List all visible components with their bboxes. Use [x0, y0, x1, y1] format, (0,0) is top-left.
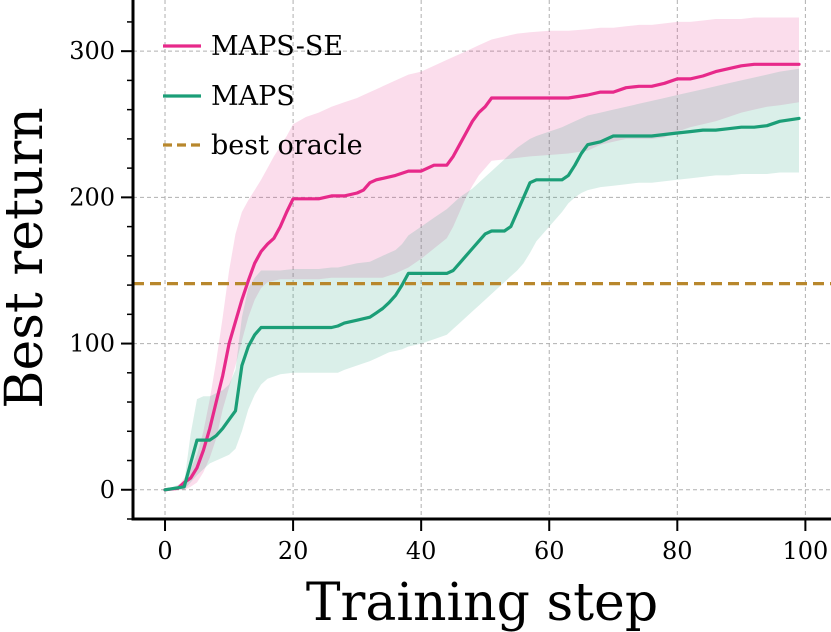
legend-label-best-oracle: best oracle	[211, 130, 363, 161]
x-tick-label-60: 60	[534, 537, 565, 565]
x-tick-label-80: 80	[662, 537, 693, 565]
legend-label-maps-se: MAPS-SE	[211, 31, 343, 62]
x-tick-label-0: 0	[157, 537, 172, 565]
x-tick-label-100: 100	[782, 537, 828, 565]
y-tick-label-100: 100	[69, 330, 115, 358]
axes	[131, 0, 831, 521]
legend: MAPS-SE MAPS best oracle	[163, 31, 363, 161]
series-lines	[133, 62, 831, 492]
grid-layer	[133, 0, 831, 519]
y-axis-title: Best return	[0, 107, 55, 408]
y-tick-label-200: 200	[69, 183, 115, 211]
series-band-maps	[165, 68, 799, 490]
ticks: 0 20 40 60 80 100 0 100 200 300	[69, 21, 828, 565]
x-tick-label-40: 40	[406, 537, 437, 565]
series-line-maps	[163, 116, 801, 492]
x-axis-title: Training step	[306, 573, 658, 632]
y-tick-label-0: 0	[100, 476, 115, 504]
y-tick-label-300: 300	[69, 37, 115, 65]
series-line-maps-se	[163, 62, 801, 492]
legend-label-maps: MAPS	[211, 81, 295, 112]
x-tick-label-20: 20	[278, 537, 309, 565]
